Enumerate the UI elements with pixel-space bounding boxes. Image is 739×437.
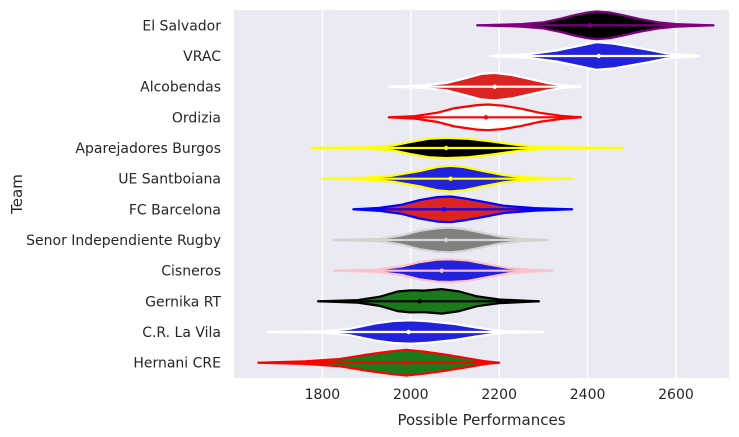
- x-tick-labels: 1800 2000 2200 2400 2600: [305, 387, 694, 403]
- violin-median-point: [587, 23, 592, 28]
- violin-median-point: [441, 207, 447, 212]
- violin-median-point: [443, 237, 449, 243]
- violin-median-point: [483, 115, 489, 120]
- gridlines: [321, 10, 677, 378]
- y-axis-title: Team: [8, 174, 26, 215]
- y-tick-label: Gernika RT: [145, 294, 221, 310]
- violin-median-point: [448, 176, 453, 181]
- x-tick-label: 2000: [393, 387, 429, 403]
- x-tick-label: 2400: [570, 387, 606, 403]
- y-tick-label: Senor Independiente Rugby: [26, 233, 221, 249]
- violin-median-point: [596, 53, 601, 59]
- y-tick-label: C.R. La Vila: [142, 325, 221, 341]
- y-tick-label: Cisneros: [161, 264, 221, 280]
- violin-median-point: [439, 268, 444, 273]
- x-axis-title: Possible Performances: [397, 411, 565, 429]
- y-tick-label: FC Barcelona: [129, 202, 221, 218]
- violin-median-point: [443, 145, 449, 151]
- violin-median-point: [492, 84, 497, 89]
- violin-median-point: [417, 299, 422, 304]
- violin-median-point: [406, 329, 411, 335]
- y-tick-labels: El Salvador VRAC Alcobendas Ordizia Aparejad…: [26, 18, 221, 371]
- y-tick-label: VRAC: [183, 49, 221, 65]
- plot-background: [234, 10, 729, 378]
- x-tick-label: 1800: [305, 387, 341, 403]
- y-tick-label: Aparejadores Burgos: [75, 141, 221, 157]
- y-tick-label: El Salvador: [142, 18, 221, 34]
- violins: [257, 10, 715, 377]
- y-tick-label: UE Santboiana: [118, 172, 221, 188]
- y-tick-label: Alcobendas: [140, 80, 221, 96]
- x-tick-label: 2600: [658, 387, 694, 403]
- y-tick-label: Hernani CRE: [133, 356, 221, 372]
- x-tick-label: 2200: [481, 387, 517, 403]
- y-tick-label: Ordizia: [172, 110, 221, 126]
- violin-median-point: [404, 360, 409, 365]
